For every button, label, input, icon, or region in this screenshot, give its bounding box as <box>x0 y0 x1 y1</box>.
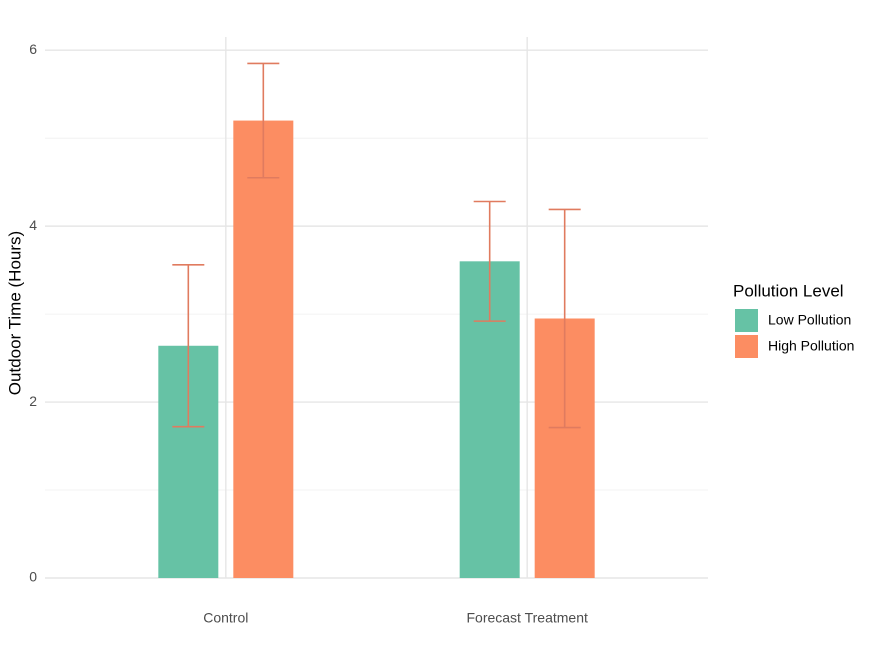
y-tick-label: 0 <box>29 569 37 585</box>
x-tick-label: Control <box>203 610 248 626</box>
error-bar <box>172 264 205 428</box>
legend-label: High Pollution <box>768 338 854 354</box>
legend-key <box>735 335 758 358</box>
x-tick-label: Forecast Treatment <box>466 610 587 626</box>
y-tick-label: 2 <box>29 393 37 409</box>
y-tick-label: 4 <box>29 217 37 233</box>
error-bar <box>548 208 581 429</box>
y-axis-label: Outdoor Time (Hours) <box>5 231 24 395</box>
error-bar <box>247 62 280 179</box>
y-tick-label: 6 <box>29 41 37 57</box>
error-bar <box>473 200 506 322</box>
legend-label: Low Pollution <box>768 312 851 328</box>
legend-title: Pollution Level <box>733 281 844 300</box>
bar <box>233 120 294 579</box>
legend-key <box>735 309 758 332</box>
